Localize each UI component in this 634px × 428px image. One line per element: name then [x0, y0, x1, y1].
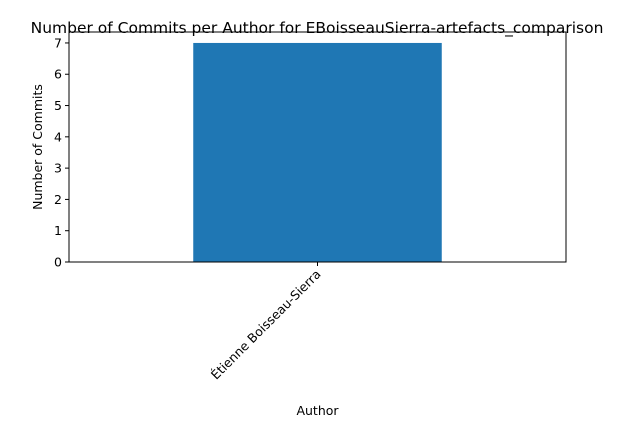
x-axis: Étienne Boisseau-Sierra [208, 262, 324, 382]
y-tick-label: 2 [54, 192, 62, 207]
y-tick-label: 5 [54, 98, 62, 113]
y-tick-label: 1 [54, 223, 62, 238]
y-axis: 0 1 2 3 4 5 6 7 [54, 35, 69, 270]
bars-group [193, 42, 442, 263]
y-tick-label: 7 [54, 35, 62, 50]
y-tick-label: 4 [54, 129, 62, 144]
y-tick-label: 0 [54, 255, 62, 270]
y-axis-label: Number of Commits [30, 84, 45, 210]
bar [193, 42, 442, 263]
chart-title: Number of Commits per Author for EBoisse… [31, 19, 604, 38]
y-tick-label: 3 [54, 161, 62, 176]
x-tick-label: Étienne Boisseau-Sierra [208, 267, 324, 383]
y-tick-label: 6 [54, 67, 62, 82]
x-axis-label: Author [296, 403, 339, 418]
